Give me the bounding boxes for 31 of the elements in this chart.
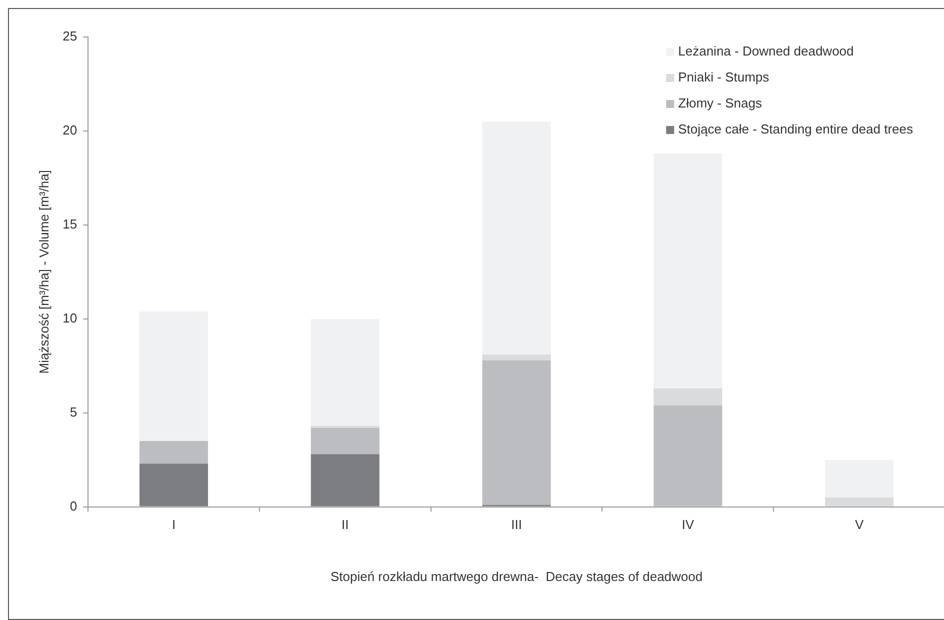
bar — [139, 311, 208, 442]
legend-label: Leżanina - Downed deadwood — [678, 44, 854, 59]
x-axis-title: Stopień rozkładu martwego drewna- Decay stages of deadwood — [330, 568, 703, 584]
x-tick-label: I — [172, 517, 176, 532]
bar — [482, 360, 551, 505]
bar — [139, 464, 208, 506]
y-tick-label: 15 — [62, 216, 78, 232]
bar — [654, 405, 722, 506]
bar — [825, 460, 894, 498]
bar — [654, 388, 722, 406]
y-tick-label: 0 — [70, 498, 78, 514]
y-axis-title: Miąższość [m³/ha] - Volume [m³/ha] — [36, 170, 52, 374]
bar — [654, 154, 722, 388]
y-tick-label: 25 — [62, 28, 78, 44]
y-tick-label: 10 — [62, 310, 78, 326]
legend-label: Pniaki - Stumps — [678, 70, 770, 85]
y-tick-label: 20 — [62, 122, 78, 138]
x-tick-label: III — [511, 517, 522, 532]
bar — [482, 354, 551, 360]
bar — [310, 454, 380, 506]
bar — [482, 122, 551, 355]
legend-label: Stojące całe - Standing entire dead trees — [678, 122, 914, 137]
bar — [139, 441, 208, 464]
bar — [825, 497, 894, 506]
y-tick-label: 5 — [70, 404, 78, 420]
x-tick-label: V — [854, 517, 864, 532]
bar — [310, 428, 380, 454]
bar — [310, 318, 380, 426]
x-tick-label: II — [342, 517, 349, 532]
legend-label: Złomy - Snags — [678, 96, 762, 111]
x-tick-label: IV — [682, 517, 694, 532]
